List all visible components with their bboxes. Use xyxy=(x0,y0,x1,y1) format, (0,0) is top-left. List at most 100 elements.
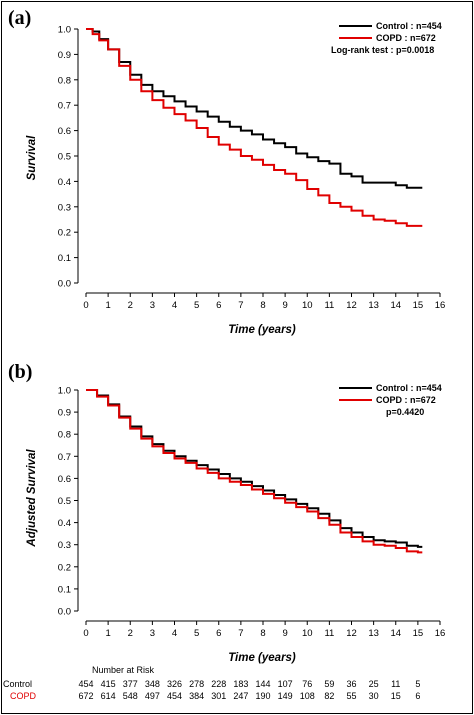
x-tick-label: 2 xyxy=(128,300,133,311)
y-tick-label: 0.1 xyxy=(58,253,71,264)
y-tick-label: 0.8 xyxy=(58,430,71,441)
risk-table: Number at Risk Control COPD 454 415 377 348… xyxy=(3,665,420,701)
risk-value-copd: 247 xyxy=(233,691,248,701)
y-tick-label: 0.2 xyxy=(58,562,71,573)
x-tick-label: 5 xyxy=(194,628,199,639)
panel-b-label: (b) xyxy=(8,361,32,383)
y-tick-label: 0.6 xyxy=(58,474,71,485)
y-tick-label: 0.8 xyxy=(58,75,71,86)
y-tick-label: 0.4 xyxy=(58,177,71,188)
x-tick-label: 12 xyxy=(346,628,357,639)
risk-value-control: 326 xyxy=(167,679,182,689)
x-tick-label: 6 xyxy=(216,628,221,639)
risk-value-copd: 301 xyxy=(211,691,226,701)
risk-value-copd: 190 xyxy=(255,691,270,701)
panel-a-legend: Control : n=454 COPD : n=672 Log-rank te… xyxy=(331,21,442,55)
x-tick-label: 16 xyxy=(435,628,446,639)
panel-b-pvalue: p=0.4420 xyxy=(386,407,424,417)
panel-a-legend-copd: COPD : n=672 xyxy=(376,33,436,43)
risk-value-copd: 6 xyxy=(415,691,420,701)
x-tick-label: 10 xyxy=(302,628,313,639)
x-tick-label: 7 xyxy=(238,628,243,639)
risk-values: 454 415 377 348 326 278 228 183 144 107 76 59 36 25 11… xyxy=(78,679,420,701)
risk-value-copd: 614 xyxy=(101,691,116,701)
risk-row-control-label: Control xyxy=(3,679,32,689)
y-tick-label: 0.0 xyxy=(58,279,71,290)
panel-b-series xyxy=(86,389,423,554)
risk-value-copd: 548 xyxy=(123,691,138,701)
risk-value-copd: 149 xyxy=(278,691,293,701)
y-tick-label: 0.9 xyxy=(58,408,71,419)
panel-b-y-ticks: 0.0 0.1 0.2 0.3 0.4 0.5 0.6 0.7 0.8 0.9 1.0 xyxy=(58,386,78,618)
series-line-control xyxy=(86,389,423,548)
risk-value-copd: 30 xyxy=(369,691,379,701)
risk-value-copd: 15 xyxy=(391,691,401,701)
x-tick-label: 3 xyxy=(150,300,155,311)
risk-value-control: 454 xyxy=(78,679,93,689)
risk-value-copd: 384 xyxy=(189,691,204,701)
panel-a-series xyxy=(86,28,423,227)
x-tick-label: 15 xyxy=(413,300,424,311)
risk-value-copd: 672 xyxy=(78,691,93,701)
y-tick-label: 0.5 xyxy=(58,152,71,163)
risk-value-control: 278 xyxy=(189,679,204,689)
panel-b-x-ticks: 0 1 2 3 4 5 6 7 8 9 10 11 12 13 14 15 16 xyxy=(83,621,445,639)
y-tick-label: 0.7 xyxy=(58,101,71,112)
x-tick-label: 1 xyxy=(105,628,110,639)
panel-b-y-title: Adjusted Survival xyxy=(26,449,38,548)
panel-b-x-title: Time (years) xyxy=(228,652,296,664)
y-tick-label: 0.7 xyxy=(58,452,71,463)
risk-value-control: 348 xyxy=(145,679,160,689)
x-tick-label: 3 xyxy=(150,628,155,639)
x-tick-label: 7 xyxy=(238,300,243,311)
x-tick-label: 12 xyxy=(346,300,357,311)
y-tick-label: 1.0 xyxy=(58,25,71,36)
y-tick-label: 1.0 xyxy=(58,386,71,397)
x-tick-label: 8 xyxy=(260,628,265,639)
risk-value-copd: 454 xyxy=(167,691,182,701)
risk-value-control: 415 xyxy=(101,679,116,689)
x-tick-label: 4 xyxy=(172,300,177,311)
x-tick-label: 14 xyxy=(390,628,401,639)
y-tick-label: 0.0 xyxy=(58,607,71,618)
y-tick-label: 0.5 xyxy=(58,496,71,507)
x-tick-label: 0 xyxy=(83,300,88,311)
x-tick-label: 15 xyxy=(413,628,424,639)
x-tick-label: 11 xyxy=(324,300,334,311)
x-tick-label: 13 xyxy=(368,628,379,639)
risk-value-control: 25 xyxy=(369,679,379,689)
risk-value-control: 107 xyxy=(278,679,293,689)
panel-a: (a) 0.0 0.1 0.2 0.3 0.4 0.5 0.6 0.7 0.8 0.9 1.0 0 1… xyxy=(8,7,445,336)
panel-a-y-title: Survival xyxy=(26,135,38,181)
panel-a-label: (a) xyxy=(8,7,31,29)
y-tick-label: 0.2 xyxy=(58,228,71,239)
x-tick-label: 0 xyxy=(83,628,88,639)
risk-value-control: 144 xyxy=(255,679,270,689)
x-tick-label: 10 xyxy=(302,300,313,311)
panel-b-legend-control: Control : n=454 xyxy=(376,383,442,393)
risk-value-control: 76 xyxy=(302,679,312,689)
y-tick-label: 0.9 xyxy=(58,50,71,61)
x-tick-label: 1 xyxy=(105,300,110,311)
x-tick-label: 14 xyxy=(390,300,401,311)
x-tick-label: 16 xyxy=(435,300,446,311)
x-tick-label: 4 xyxy=(172,628,177,639)
risk-value-control: 377 xyxy=(123,679,138,689)
panel-a-y-ticks: 0.0 0.1 0.2 0.3 0.4 0.5 0.6 0.7 0.8 0.9 1.0 xyxy=(58,25,78,290)
x-tick-label: 13 xyxy=(368,300,379,311)
x-tick-label: 9 xyxy=(282,628,287,639)
y-tick-label: 0.6 xyxy=(58,126,71,137)
panel-b-legend: Control : n=454 COPD : n=672 p=0.4420 xyxy=(339,383,442,417)
panel-a-pvalue: Log-rank test : p=0.0018 xyxy=(331,45,434,55)
risk-value-copd: 55 xyxy=(346,691,356,701)
panel-a-legend-control: Control : n=454 xyxy=(376,21,442,31)
panel-a-x-title: Time (years) xyxy=(228,324,296,336)
risk-value-control: 183 xyxy=(233,679,248,689)
risk-value-copd: 108 xyxy=(300,691,315,701)
panel-b-legend-copd: COPD : n=672 xyxy=(376,395,436,405)
y-tick-label: 0.3 xyxy=(58,540,71,551)
series-line-copd xyxy=(86,389,423,554)
y-tick-label: 0.3 xyxy=(58,202,71,213)
